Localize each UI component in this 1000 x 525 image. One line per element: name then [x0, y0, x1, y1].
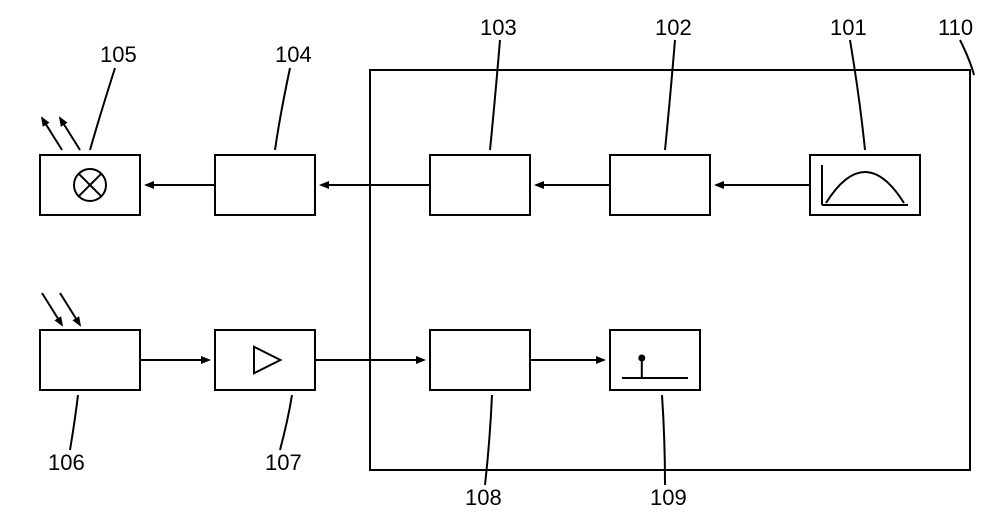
leader-106	[70, 395, 78, 450]
diagram-canvas: 110 101 102 103 104 105 106 107 108 109	[0, 0, 1000, 525]
block-107	[215, 330, 315, 390]
block-108	[430, 330, 530, 390]
leader-103	[490, 40, 500, 150]
block-104	[215, 155, 315, 215]
curve-icon	[826, 172, 904, 203]
label-109: 109	[650, 485, 687, 510]
block-103	[430, 155, 530, 215]
block-109	[610, 330, 700, 390]
label-101: 101	[830, 15, 867, 40]
ray-b106-0	[42, 293, 62, 325]
label-104: 104	[275, 42, 312, 67]
ray-b106-1	[60, 293, 80, 325]
pulse-dot	[638, 355, 645, 362]
label-106: 106	[48, 450, 85, 475]
leader-104	[275, 68, 290, 150]
label-105: 105	[100, 42, 137, 67]
ray-b105-1	[60, 118, 80, 150]
ray-b105-0	[42, 118, 62, 150]
container-110	[370, 70, 970, 470]
label-108: 108	[465, 485, 502, 510]
label-107: 107	[265, 450, 302, 475]
leader-107	[280, 395, 292, 450]
leader-105	[90, 68, 115, 150]
amplifier-icon	[254, 347, 280, 373]
leader-101	[850, 40, 865, 150]
block-102	[610, 155, 710, 215]
label-103: 103	[480, 15, 517, 40]
leader-109	[662, 395, 665, 485]
label-102: 102	[655, 15, 692, 40]
leader-102	[665, 40, 675, 150]
block-106	[40, 330, 140, 390]
label-110: 110	[938, 15, 973, 40]
leader-108	[485, 395, 492, 485]
